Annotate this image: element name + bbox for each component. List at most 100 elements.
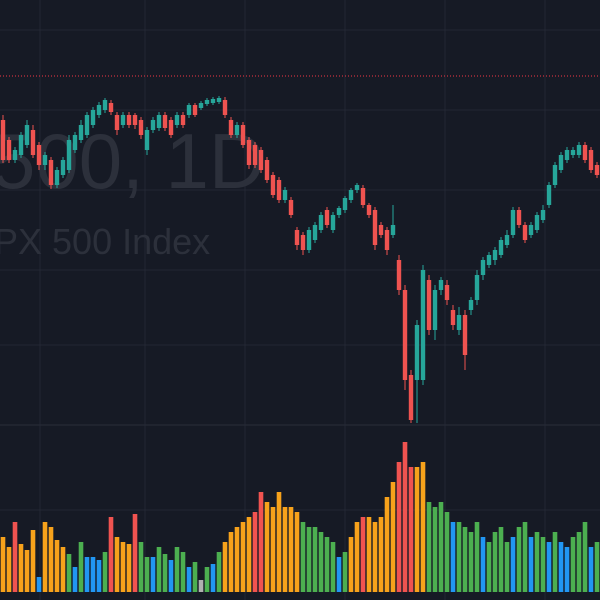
candle-body: [300, 235, 306, 250]
candle-body: [576, 145, 582, 155]
candle-body: [492, 250, 498, 260]
candle-body: [552, 165, 558, 185]
volume-bar: [402, 442, 408, 592]
candle-body: [330, 215, 336, 230]
candle-body: [48, 160, 54, 185]
candle-body: [336, 208, 342, 215]
volume-bar: [300, 522, 306, 592]
volume-bar: [168, 560, 174, 592]
candle-body: [540, 210, 546, 220]
candle-body: [126, 115, 132, 125]
volume-bar: [294, 512, 300, 592]
candle-body: [186, 105, 192, 115]
candle-body: [144, 130, 150, 150]
candle-body: [384, 230, 390, 250]
volume-bar: [378, 517, 384, 592]
candle-body: [72, 135, 78, 150]
candle-body: [234, 125, 240, 135]
volume-bar: [528, 537, 534, 592]
candle-body: [306, 230, 312, 250]
candle-body: [174, 115, 180, 125]
volume-bar: [582, 522, 588, 592]
candle-body: [264, 160, 270, 180]
volume-bar: [408, 467, 414, 592]
volume-bar: [72, 567, 78, 592]
candle-body: [78, 125, 84, 140]
volume-bar: [102, 552, 108, 592]
volume-bar: [42, 522, 48, 592]
candle-body: [504, 235, 510, 245]
volume-bar: [486, 542, 492, 592]
volume-bar: [366, 517, 372, 592]
volume-bar: [90, 557, 96, 592]
candle-body: [156, 115, 162, 128]
volume-bar: [576, 532, 582, 592]
candle-body: [414, 325, 420, 380]
candle-body: [36, 145, 42, 165]
volume-bar: [120, 542, 126, 592]
volume-bar: [204, 567, 210, 592]
candle-body: [228, 120, 234, 135]
candle-body: [432, 290, 438, 330]
volume-bar: [540, 537, 546, 592]
volume-bar: [522, 522, 528, 592]
volume-bar: [384, 497, 390, 592]
volume-bar: [12, 522, 18, 592]
volume-bar: [24, 550, 30, 592]
candle-body: [468, 300, 474, 310]
volume-bar: [336, 557, 342, 592]
volume-bar: [18, 544, 24, 592]
candle-body: [222, 100, 228, 115]
volume-bar: [246, 517, 252, 592]
candle-body: [192, 105, 198, 115]
volume-bar: [192, 562, 198, 592]
candle-body: [408, 375, 414, 420]
candle-body: [558, 155, 564, 170]
candle-body: [528, 225, 534, 235]
candle-body: [498, 240, 504, 255]
candle-body: [258, 150, 264, 170]
volume-bar: [510, 537, 516, 592]
candle-body: [102, 100, 108, 110]
candle-body: [438, 280, 444, 290]
candle-body: [324, 210, 330, 225]
candle-body: [204, 100, 210, 104]
candle-body: [120, 115, 126, 125]
volume-bar: [48, 527, 54, 592]
volume-bar: [186, 567, 192, 592]
candle-body: [570, 150, 576, 155]
candle-body: [354, 185, 360, 190]
candle-body: [564, 150, 570, 160]
candle-body: [516, 210, 522, 225]
candle-body: [54, 170, 60, 185]
candle-body: [138, 120, 144, 135]
candle-body: [402, 290, 408, 380]
candle-body: [474, 275, 480, 300]
candle-body: [150, 120, 156, 130]
candle-body: [210, 99, 216, 103]
volume-bar: [282, 507, 288, 592]
volume-bar: [78, 542, 84, 592]
volume-bar: [264, 502, 270, 592]
candle-body: [594, 165, 600, 175]
volume-bar: [492, 532, 498, 592]
candle-body: [342, 198, 348, 210]
candle-body: [480, 260, 486, 275]
candle-body: [462, 315, 468, 355]
volume-bar: [516, 527, 522, 592]
candle-body: [108, 103, 114, 112]
candle-body: [114, 115, 120, 130]
candle-body: [24, 125, 30, 145]
volume-bar: [132, 514, 138, 592]
volume-bar: [414, 467, 420, 592]
volume-bar: [348, 537, 354, 592]
volume-bar: [138, 542, 144, 592]
volume-bar: [390, 482, 396, 592]
volume-bar: [54, 540, 60, 592]
candle-body: [312, 225, 318, 240]
candle-body: [582, 145, 588, 160]
candle-body: [450, 310, 456, 325]
candle-body: [360, 188, 366, 205]
volume-bar: [546, 542, 552, 592]
